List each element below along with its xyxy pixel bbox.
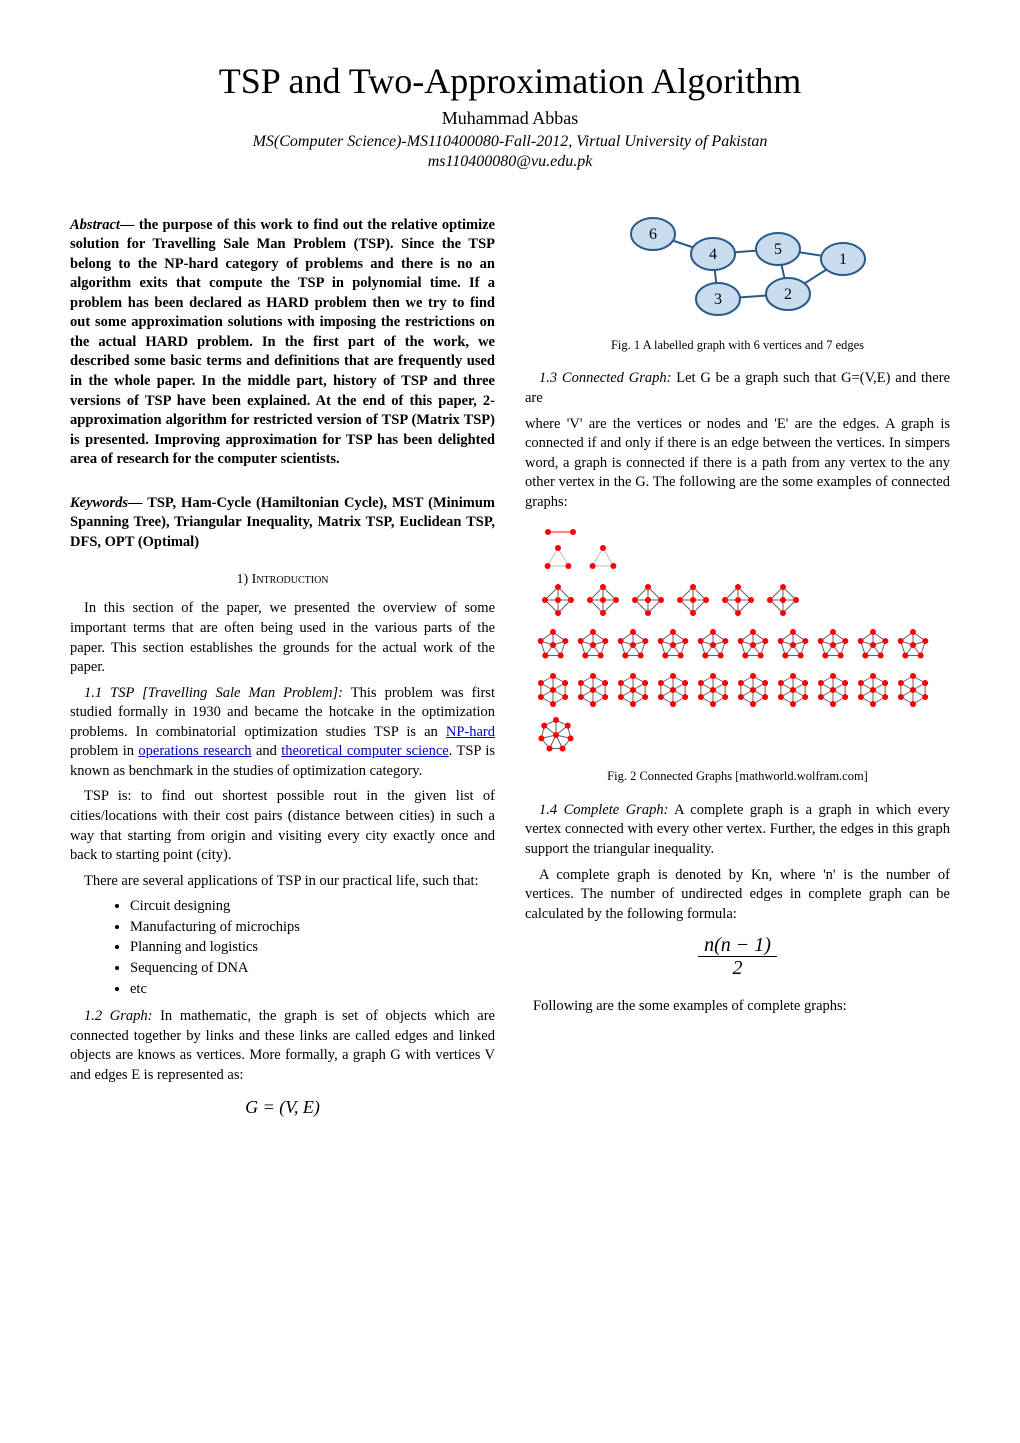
section-1-1-text-c: and (252, 743, 282, 759)
svg-text:6: 6 (649, 226, 657, 243)
application-list: Circuit designing Manufacturing of micro… (70, 897, 495, 999)
section-1-2: 1.2 Graph: In mathematic, the graph is s… (70, 1007, 495, 1085)
section-1-number: 1) (236, 572, 248, 587)
figure-2-svg (528, 520, 948, 755)
paper-author: Muhammad Abbas (70, 108, 950, 129)
section-1-4: 1.4 Complete Graph: A complete graph is … (525, 801, 950, 860)
figure-2: Fig. 2 Connected Graphs [mathworld.wolfr… (525, 520, 950, 784)
paper-affiliation: MS(Computer Science)-MS110400080-Fall-20… (70, 133, 950, 151)
link-np-hard[interactable]: NP-hard (446, 724, 495, 740)
section-1-4-text-c: Following are the some examples of compl… (525, 997, 950, 1017)
abstract-block: Abstract— the purpose of this work to fi… (70, 216, 495, 470)
two-column-layout: Abstract— the purpose of this work to fi… (70, 201, 950, 1138)
edges-formula: n(n − 1) 2 (525, 934, 950, 979)
figure-1-caption: Fig. 1 A labelled graph with 6 vertices … (525, 337, 950, 354)
graph-formula: G = (V, E) (70, 1095, 495, 1119)
figure-1-svg: 6 4 5 1 3 2 (603, 209, 873, 324)
section-1-title: Introduction (252, 572, 329, 587)
svg-text:3: 3 (714, 291, 722, 308)
list-item: etc (130, 980, 495, 1000)
list-item: Circuit designing (130, 897, 495, 917)
frac-top: n(n − 1) (698, 934, 777, 957)
section-1-1: 1.1 TSP [Travelling Sale Man Problem]: T… (70, 684, 495, 782)
paper-title: TSP and Two-Approximation Algorithm (70, 60, 950, 102)
abstract-label: Abstract— (70, 217, 134, 233)
svg-text:5: 5 (774, 241, 782, 258)
list-item: Planning and logistics (130, 938, 495, 958)
figure-2-caption: Fig. 2 Connected Graphs [mathworld.wolfr… (525, 768, 950, 785)
section-1-2-head: 1.2 Graph: (84, 1008, 152, 1024)
right-column: 6 4 5 1 3 2 Fig. 1 A labelled graph with 6 ve… (525, 201, 950, 1138)
svg-text:4: 4 (709, 246, 717, 263)
section-1-4-text-b: A complete graph is denoted by Kn, where… (525, 866, 950, 925)
svg-text:2: 2 (784, 286, 792, 303)
section-1-1-head: 1.1 TSP [Travelling Sale Man Problem]: (84, 685, 343, 701)
section-1-3-head: 1.3 Connected Graph: (539, 370, 671, 386)
svg-text:1: 1 (839, 251, 847, 268)
section-1-4-head: 1.4 Complete Graph: (539, 802, 668, 818)
left-column: Abstract— the purpose of this work to fi… (70, 201, 495, 1138)
keywords-label: Keywords— (70, 495, 143, 511)
list-item: Manufacturing of microchips (130, 918, 495, 938)
link-operations-research[interactable]: operations research (138, 743, 251, 759)
section-1-1-p2: TSP is: to find out shortest possible ro… (70, 787, 495, 865)
figure-1: 6 4 5 1 3 2 Fig. 1 A labelled graph with 6 ve… (525, 209, 950, 353)
section-1-1-p3: There are several applications of TSP in… (70, 872, 495, 892)
section-1-3-body-b: where 'V' are the vertices or nodes and … (525, 415, 950, 513)
section-1-3: 1.3 Connected Graph: Let G be a graph su… (525, 369, 950, 408)
frac-bot: 2 (698, 957, 777, 979)
section-1-1-text-b: problem in (70, 743, 138, 759)
paper-email: ms110400080@vu.edu.pk (70, 153, 950, 171)
list-item: Sequencing of DNA (130, 959, 495, 979)
intro-paragraph: In this section of the paper, we present… (70, 599, 495, 677)
keywords-block: Keywords— TSP, Ham-Cycle (Hamiltonian Cy… (70, 494, 495, 553)
abstract-text: the purpose of this work to find out the… (70, 217, 495, 468)
link-theoretical-cs[interactable]: theoretical computer science (281, 743, 448, 759)
section-1-heading: 1) Introduction (70, 571, 495, 590)
